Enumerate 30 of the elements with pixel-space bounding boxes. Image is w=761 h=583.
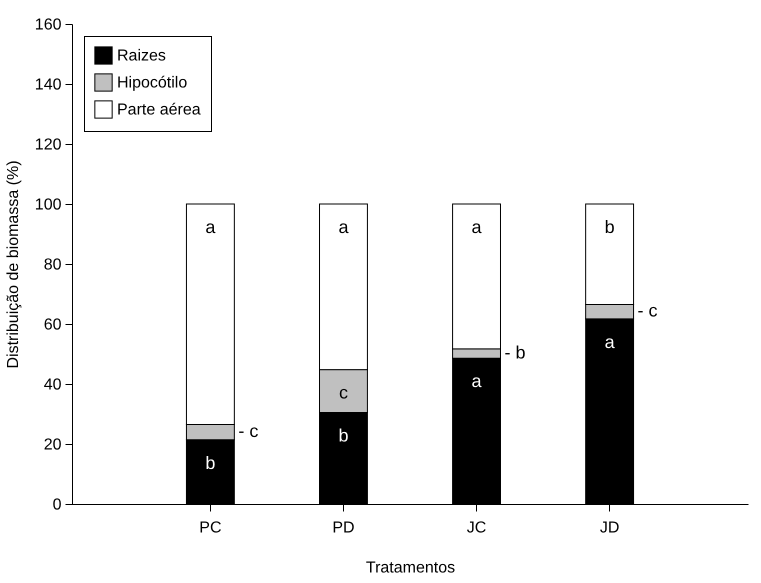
data-label: a xyxy=(604,332,616,352)
y-tick-label: 160 xyxy=(34,16,62,34)
data-label: a xyxy=(205,217,216,237)
y-tick-label: 0 xyxy=(52,496,62,514)
data-label: - b xyxy=(504,342,526,363)
y-tick-label: 140 xyxy=(34,76,62,94)
legend-label: Parte aérea xyxy=(117,102,201,118)
y-tick-label: 20 xyxy=(44,436,62,454)
x-tick-label: PD xyxy=(332,520,355,536)
data-label: a xyxy=(472,217,483,237)
x-axis-title: Tratamentos xyxy=(366,560,456,576)
y-tick-label: 120 xyxy=(34,136,62,154)
data-label: a xyxy=(472,371,483,392)
legend-label: Raizes xyxy=(117,48,166,64)
x-tick-label: PC xyxy=(199,520,222,536)
x-tick-label: JC xyxy=(466,520,486,536)
y-tick-label: 60 xyxy=(44,316,62,334)
x-tick-label: JD xyxy=(600,520,620,536)
data-label: b xyxy=(604,217,615,237)
y-axis-title: Distribuição de biomassa (%) xyxy=(4,160,22,369)
data-label: b xyxy=(338,426,348,446)
data-label: a xyxy=(338,217,350,237)
data-label: - c xyxy=(638,300,658,321)
data-label: b xyxy=(205,452,216,473)
data-label: c xyxy=(338,382,348,403)
data-label: - c xyxy=(238,421,258,442)
legend-label: Hipocótilo xyxy=(117,74,188,92)
y-tick-label: 100 xyxy=(34,196,62,214)
y-tick-label: 40 xyxy=(44,376,62,394)
y-tick-label: 80 xyxy=(44,256,62,274)
